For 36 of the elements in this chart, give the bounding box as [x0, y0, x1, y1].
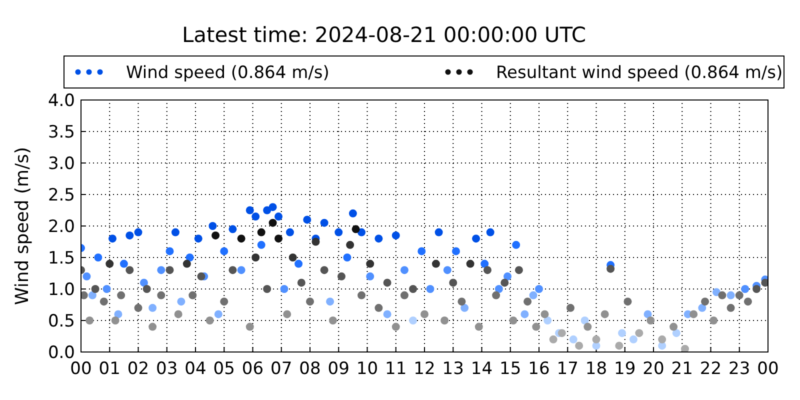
- x-tick-label: 15: [500, 359, 522, 379]
- x-tick-label: 10: [356, 359, 378, 379]
- legend-label: Resultant wind speed (0.864 m/s): [496, 63, 783, 83]
- x-tick-label: 23: [728, 359, 750, 379]
- y-tick-label: 4.0: [48, 91, 75, 111]
- x-tick-label: 21: [671, 359, 693, 379]
- x-tick-label: 04: [184, 359, 206, 379]
- x-tick-label: 05: [213, 359, 235, 379]
- x-tick-label: 22: [700, 359, 722, 379]
- y-axis-title: Wind speed (m/s): [12, 146, 33, 306]
- legend-label: Wind speed (0.864 m/s): [126, 63, 330, 83]
- x-tick-label: 07: [270, 359, 292, 379]
- x-tick-label: 08: [299, 359, 321, 379]
- chart-title: Latest time: 2024-08-21 00:00:00 UTC: [182, 23, 586, 47]
- x-tick-label: 02: [127, 359, 150, 379]
- y-tick-label: 3.5: [48, 122, 75, 142]
- x-tick-label: 16: [528, 359, 550, 379]
- x-tick-label: 00: [757, 359, 779, 379]
- y-tick-label: 1.0: [48, 280, 75, 300]
- x-tick-label: 09: [328, 359, 350, 379]
- x-tick-label: 17: [556, 359, 578, 379]
- x-tick-label: 01: [98, 359, 120, 379]
- x-tick-label: 13: [442, 359, 464, 379]
- x-tick-label: 11: [385, 359, 407, 379]
- x-tick-label: 20: [642, 359, 664, 379]
- x-tick-label: 18: [585, 359, 608, 379]
- y-tick-label: 3.0: [48, 154, 75, 174]
- y-tick-label: 2.0: [48, 217, 75, 237]
- x-tick-label: 12: [414, 359, 436, 379]
- x-tick-label: 06: [242, 359, 264, 379]
- y-tick-label: 0.5: [48, 312, 75, 332]
- x-tick-label: 19: [614, 359, 636, 379]
- y-tick-label: 2.5: [48, 186, 75, 206]
- x-tick-label: 03: [156, 359, 178, 379]
- x-tick-label: 14: [470, 359, 493, 379]
- y-tick-label: 1.5: [48, 248, 75, 268]
